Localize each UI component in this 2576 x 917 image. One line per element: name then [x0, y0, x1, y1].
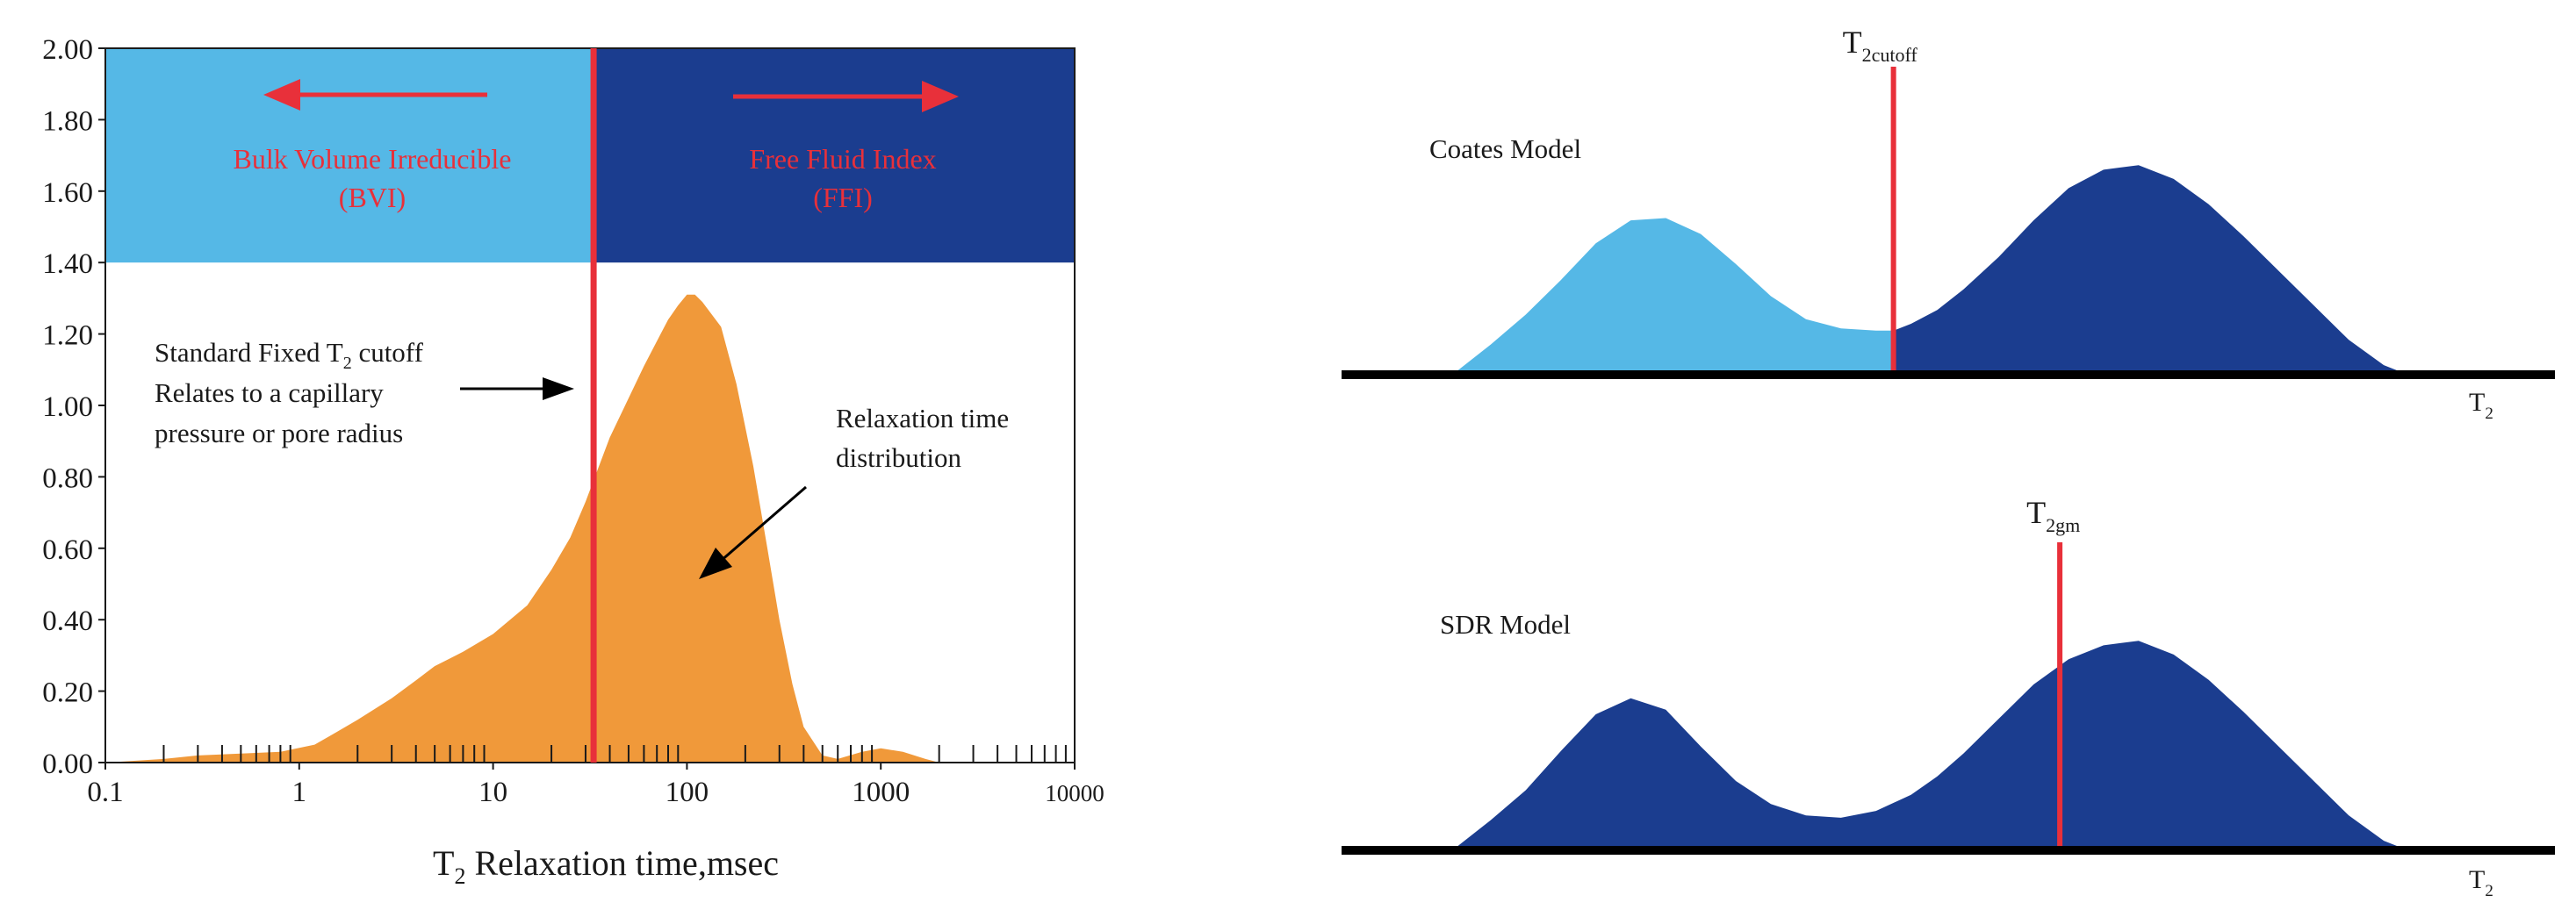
x-tick-label: 1000 — [852, 777, 910, 808]
sdr-x-label: T2 — [2469, 865, 2493, 900]
sdr-x-label-sub: 2 — [2485, 882, 2493, 900]
x-axis-title-subscript: 2 — [454, 863, 465, 889]
y-tick-label: 1.20 — [42, 320, 93, 352]
x-axis-title-main: T — [433, 843, 454, 883]
cutoff-note-subscript: 2 — [343, 354, 352, 373]
coates-marker-label-main: T — [1843, 25, 1862, 60]
y-axis-ticks: 0.00 0.20 0.40 0.60 0.80 1.00 1.20 1.40 1.60 1.80… — [42, 34, 105, 780]
y-tick-label: 0.20 — [42, 677, 93, 709]
x-tick-label: 10 — [479, 777, 507, 808]
y-tick-label: 0.60 — [42, 534, 93, 566]
cutoff-note-prefix: Standard Fixed T — [155, 337, 343, 368]
distribution-note-line2: distribution — [836, 442, 961, 473]
x-tick-label: 10000 — [1045, 780, 1105, 806]
coates-model-panel: Coates Model T2cutoff T2 — [1342, 25, 2555, 423]
coates-title: Coates Model — [1429, 133, 1581, 164]
sdr-model-panel: SDR Model T2gm T2 — [1342, 495, 2555, 900]
cutoff-note-arrow — [460, 377, 574, 400]
bvi-arrow — [263, 79, 487, 111]
distribution-area — [105, 294, 939, 763]
y-tick-label: 1.00 — [42, 391, 93, 423]
coates-bvi-area — [1456, 218, 1894, 372]
bvi-band — [105, 48, 594, 263]
x-minor-ticks — [162, 745, 1067, 763]
distribution-note-arrow — [699, 485, 807, 579]
ffi-arrow — [733, 81, 959, 112]
sdr-marker-label-sub: 2gm — [2046, 514, 2080, 536]
sdr-marker-label-main: T — [2026, 495, 2046, 530]
cutoff-note-suffix: cutoff — [352, 337, 424, 368]
x-axis-title-rest: Relaxation time,msec — [465, 843, 779, 883]
y-tick-label: 0.40 — [42, 605, 93, 637]
coates-x-label-sub: 2 — [2485, 405, 2493, 423]
coates-marker-label-sub: 2cutoff — [1862, 44, 1918, 66]
y-tick-label: 2.00 — [42, 34, 93, 66]
x-tick-label: 100 — [666, 777, 709, 808]
sdr-x-label-main: T — [2469, 865, 2485, 894]
coates-x-label-main: T — [2469, 388, 2485, 417]
ffi-label-line2: (FFI) — [813, 182, 873, 213]
y-tick-label: 1.80 — [42, 105, 93, 137]
bvi-label-line1: Bulk Volume Irreducible — [234, 143, 512, 175]
ffi-label-line1: Free Fluid Index — [749, 143, 936, 175]
cutoff-note-line3: pressure or pore radius — [155, 418, 403, 448]
y-tick-label: 1.60 — [42, 177, 93, 209]
ffi-band — [594, 48, 1075, 263]
coates-ffi-area — [1893, 165, 2401, 372]
coates-x-label: T2 — [2469, 388, 2493, 423]
y-tick-label: 0.80 — [42, 462, 93, 494]
y-tick-label: 1.40 — [42, 248, 93, 280]
bvi-label-line2: (BVI) — [339, 182, 406, 213]
x-axis-ticks: 0.1 1 10 100 1000 10000 — [87, 763, 1105, 808]
left-chart: 0.00 0.20 0.40 0.60 0.80 1.00 1.20 1.40 1.60 1.80… — [42, 34, 1105, 889]
cutoff-note-line1: Standard Fixed T2 cutoff — [155, 337, 424, 373]
x-tick-label: 0.1 — [87, 777, 123, 808]
cutoff-note-line2: Relates to a capillary — [155, 377, 384, 408]
x-axis-title: T2 Relaxation time,msec — [433, 843, 779, 889]
sdr-title: SDR Model — [1440, 609, 1571, 640]
coates-marker-label: T2cutoff — [1843, 25, 1918, 66]
y-tick-label: 0.00 — [42, 749, 93, 780]
x-tick-label: 1 — [292, 777, 307, 808]
sdr-distribution-area — [1456, 641, 2401, 848]
sdr-marker-label: T2gm — [2026, 495, 2080, 536]
distribution-note-line1: Relaxation time — [836, 403, 1009, 433]
